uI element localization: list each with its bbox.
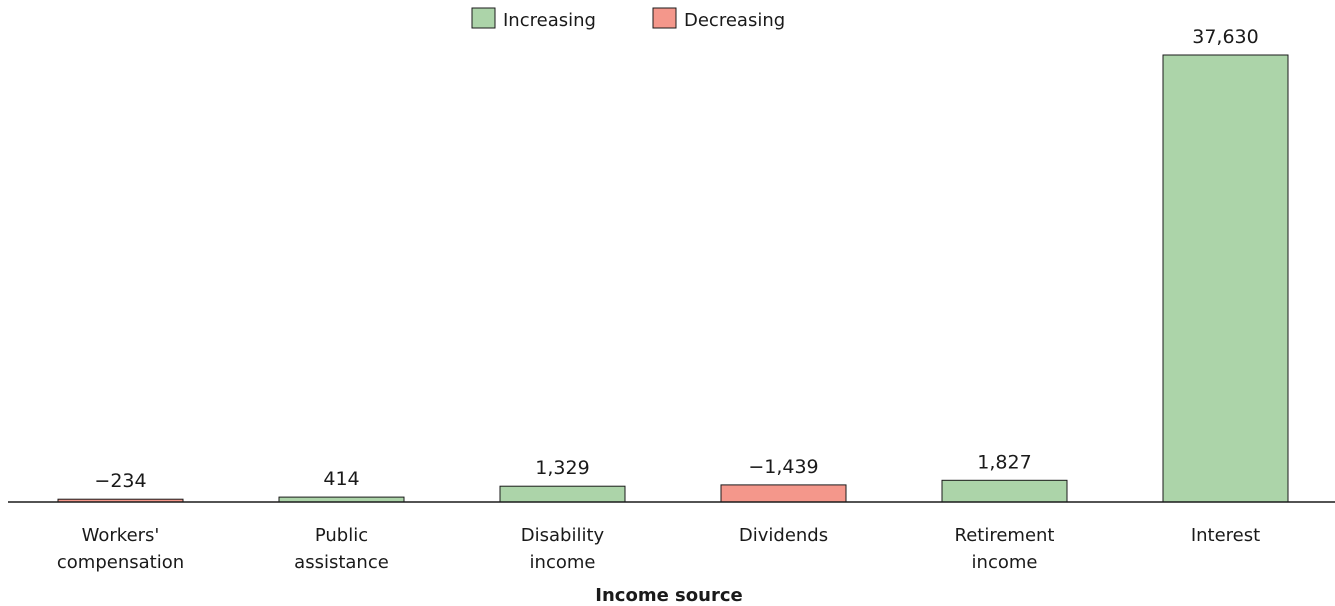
- bar: [720, 484, 847, 503]
- bar-value-label: 37,630: [1192, 26, 1258, 48]
- bar-value-label: −1,439: [748, 456, 818, 478]
- legend-label-decreasing: Decreasing: [684, 10, 785, 31]
- category-label: Retirement: [955, 525, 1055, 546]
- bar: [1162, 54, 1289, 503]
- bars-group: [57, 54, 1289, 503]
- x-axis-title: Income source: [595, 585, 742, 606]
- category-label: Dividends: [739, 525, 828, 546]
- category-labels-group: Workers' compensation Public assistance Disa…: [57, 525, 1260, 573]
- bar-value-label: 1,827: [977, 451, 1031, 473]
- category-label: assistance: [294, 552, 389, 573]
- legend-swatch-increasing: [471, 7, 496, 29]
- category-label: income: [530, 552, 596, 573]
- legend-label-increasing: Increasing: [503, 10, 596, 31]
- bar: [941, 479, 1068, 503]
- category-label: compensation: [57, 552, 184, 573]
- value-labels-group: −234 414 1,329 −1,439 1,827 37,630: [94, 26, 1258, 492]
- category-label: income: [972, 552, 1038, 573]
- category-label: Public: [315, 525, 368, 546]
- bar-value-label: −234: [94, 470, 146, 492]
- category-label: Workers': [82, 525, 160, 546]
- bar: [499, 485, 626, 503]
- legend-swatch-decreasing: [652, 7, 677, 29]
- category-label: Interest: [1191, 525, 1260, 546]
- category-label: Disability: [521, 525, 605, 546]
- bar-value-label: 414: [323, 468, 359, 490]
- bar-value-label: 1,329: [535, 457, 589, 479]
- legend: Increasing Decreasing: [471, 7, 785, 31]
